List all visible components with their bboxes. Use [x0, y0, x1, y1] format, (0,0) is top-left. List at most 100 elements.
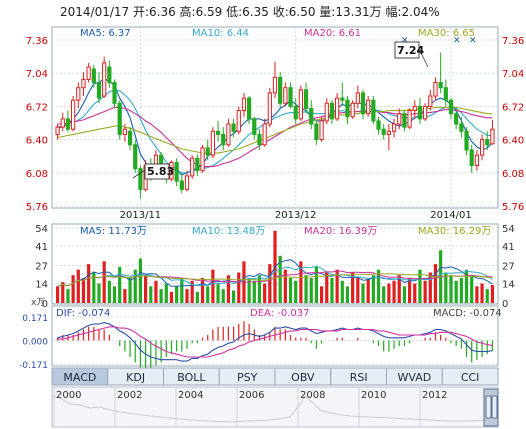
- candle: [335, 92, 340, 121]
- candle: [257, 129, 262, 150]
- candle-body: [454, 113, 459, 125]
- volume-bar: [444, 272, 448, 303]
- candle-body: [200, 147, 205, 172]
- volume-bar: [107, 280, 111, 303]
- candle: [112, 79, 117, 109]
- tab-obv[interactable]: OBV: [274, 367, 332, 386]
- candle: [60, 112, 65, 132]
- candle-body: [293, 105, 298, 120]
- candle: [454, 108, 459, 130]
- volume-bar: [154, 280, 158, 303]
- candle: [86, 62, 91, 83]
- volume-bar: [459, 278, 463, 303]
- macd-lines: [57, 322, 493, 362]
- timeline-year-label: 2004: [178, 390, 203, 401]
- tab-macd[interactable]: MACD: [51, 367, 109, 386]
- price-y-tick-right: 7.36: [502, 36, 524, 47]
- timeline-right-handle[interactable]: [491, 395, 498, 419]
- candle: [340, 82, 345, 107]
- candle-body: [278, 76, 283, 104]
- tab-kdj[interactable]: KDJ: [107, 367, 164, 386]
- price-x-tick: 2014/01: [430, 210, 472, 221]
- volume-bar: [283, 269, 287, 303]
- candle: [469, 144, 474, 173]
- candle-body: [314, 123, 319, 141]
- candle: [407, 108, 412, 130]
- volume-bar: [143, 275, 148, 303]
- header-quote: 2014/01/17 开:6.36 高:6.59 低:6.35 收:6.50 量…: [60, 4, 440, 19]
- candle: [428, 89, 433, 111]
- volume-y-axis: 54 54 41 41 27 27 14 14 0 0: [35, 224, 514, 310]
- candle-body: [133, 144, 138, 170]
- candle: [174, 158, 179, 187]
- volume-bar: [180, 278, 184, 303]
- candle: [241, 92, 247, 117]
- volume-bar: [118, 266, 122, 303]
- timeline-navigator[interactable]: 2000 2002 2004 2006 2008 2010 2012: [51, 386, 499, 428]
- volume-y-tick-left: 14: [35, 280, 48, 291]
- tab-label: MACD: [63, 371, 96, 384]
- candle-body: [479, 139, 485, 156]
- tab-psy[interactable]: PSY: [218, 367, 276, 386]
- candle: [474, 149, 479, 171]
- tab-background: [441, 367, 499, 386]
- candle: [262, 118, 267, 147]
- candle: [329, 100, 335, 125]
- timeline-left-handle[interactable]: [485, 395, 492, 419]
- volume-bar: [485, 289, 489, 303]
- high-callout-line: [417, 46, 429, 68]
- volume-bar: [263, 283, 267, 303]
- candle-body: [60, 118, 65, 128]
- volume-y-tick-left: 0: [42, 299, 48, 310]
- volume-bar: [66, 289, 70, 303]
- timeline-year-label: 2010: [361, 390, 386, 401]
- volume-bar: [231, 290, 236, 303]
- zoom-marker-icon: ✕: [469, 36, 477, 46]
- macd-y-tick: 0.171: [22, 314, 48, 324]
- candle: [433, 77, 438, 101]
- zoom-marker-icon: ✕: [453, 36, 461, 46]
- tab-cci[interactable]: CCI: [441, 367, 499, 386]
- candle-body: [417, 105, 423, 120]
- volume-y-tick-right: 14: [502, 280, 515, 291]
- price-ma-legend: MA5: 6.37 MA10: 6.44 MA20: 6.61 MA30: 6.…: [80, 28, 475, 39]
- volume-bar: [169, 291, 174, 303]
- volume-bar: [216, 283, 220, 303]
- tab-boll[interactable]: BOLL: [163, 367, 220, 386]
- candle: [65, 110, 71, 133]
- price-y-tick-right: 6.72: [502, 102, 524, 113]
- candle: [190, 155, 195, 180]
- candle: [71, 96, 76, 132]
- candle-body: [262, 123, 267, 146]
- price-y-tick-left: 6.08: [26, 169, 48, 180]
- volume-bar: [376, 269, 381, 303]
- candle-body: [402, 113, 407, 128]
- volume-bar: [335, 269, 339, 303]
- candle-body: [205, 147, 210, 156]
- volume-ma20-label: MA20: 16.39万: [304, 226, 377, 237]
- tab-wvad[interactable]: WVAD: [386, 367, 443, 386]
- price-y-tick-right: 6.08: [502, 169, 524, 180]
- candle-body: [195, 157, 200, 172]
- candle-body: [138, 168, 143, 190]
- zoom-marker-icon: ✕: [401, 36, 409, 46]
- tab-rsi[interactable]: RSI: [330, 367, 387, 386]
- volume-y-tick-right: 27: [502, 262, 515, 273]
- candle: [298, 85, 303, 121]
- volume-bar: [138, 258, 143, 303]
- candle: [448, 98, 454, 119]
- volume-bar: [490, 284, 495, 303]
- candle-body: [355, 92, 360, 104]
- candle-body: [96, 82, 102, 99]
- volume-bar: [61, 282, 65, 303]
- candle-body: [464, 130, 469, 151]
- candle-body: [252, 118, 257, 135]
- volume-y-tick-right: 0: [502, 299, 508, 310]
- candle-body: [288, 87, 293, 107]
- price-y-tick-left: 6.72: [26, 102, 48, 113]
- timeline-year-label: 2000: [56, 390, 81, 401]
- volume-bar: [226, 275, 231, 303]
- volume-ma30-label: MA30: 16.29万: [418, 226, 491, 237]
- candle-body: [485, 139, 490, 146]
- candle: [366, 96, 371, 117]
